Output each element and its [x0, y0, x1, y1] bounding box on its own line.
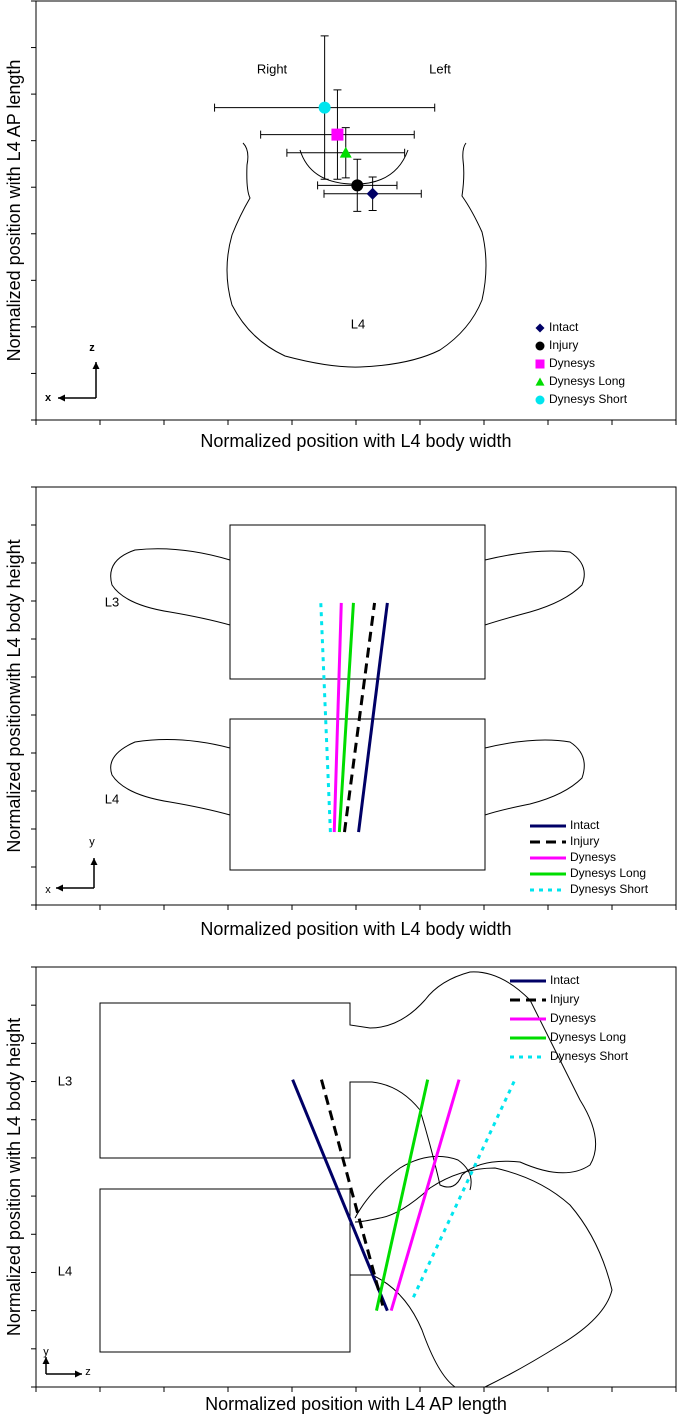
facet-outline — [354, 1155, 472, 1219]
point — [351, 179, 364, 192]
point — [318, 101, 331, 114]
y-axis-title: Normalized position with L4 AP length — [4, 60, 24, 362]
series-line — [337, 602, 355, 833]
legend-label: Dynesys Long — [570, 866, 646, 880]
legend-label: Dynesys Short — [570, 882, 649, 896]
annotation: L4 — [351, 316, 365, 331]
axis-indicator — [58, 362, 97, 399]
legend-label: Dynesys Short — [549, 392, 628, 406]
legend-label: Injury — [549, 338, 578, 352]
point — [339, 146, 352, 158]
annotation: z — [85, 1366, 91, 1378]
legend-label: Dynesys — [570, 850, 616, 864]
annotation: z — [89, 342, 95, 354]
vertebra-outline — [99, 1167, 613, 1388]
x-axis-title: Normalized position with L4 AP length — [205, 1394, 507, 1414]
axis-arrow — [58, 394, 65, 402]
x-axis-title: Normalized position with L4 body width — [200, 919, 511, 939]
axis-arrow — [75, 1370, 82, 1378]
legend-label: Injury — [570, 834, 599, 848]
annotation: x — [45, 392, 52, 404]
legend-swatch — [535, 323, 545, 333]
legend-label: Dynesys — [550, 1011, 596, 1025]
series-line — [375, 1079, 430, 1311]
annotation: L4 — [105, 791, 119, 806]
point — [331, 128, 344, 141]
series-line — [342, 602, 377, 833]
legend-label: Dynesys Short — [550, 1049, 629, 1063]
legend-label: Injury — [550, 992, 579, 1006]
vertebra-outline — [226, 142, 487, 368]
annotation: L4 — [58, 1263, 72, 1278]
annotation: Left — [429, 61, 451, 76]
legend-swatch — [535, 359, 545, 369]
vertebra-outline — [110, 524, 585, 680]
series-line — [291, 1079, 389, 1312]
legend-swatch — [535, 395, 545, 405]
axis-arrow — [42, 1357, 50, 1364]
legend-swatch — [535, 377, 545, 386]
axis-arrow — [90, 858, 98, 865]
vertebra-outline — [110, 718, 585, 871]
annotation: Right — [257, 61, 288, 76]
series-line — [319, 1079, 386, 1312]
axis-indicator — [56, 858, 95, 889]
series-line — [319, 602, 332, 833]
annotation: y — [89, 836, 95, 848]
legend-label: Dynesys Long — [550, 1030, 626, 1044]
canal-outline — [299, 149, 409, 185]
series-line — [389, 1079, 461, 1312]
axis-arrow — [92, 362, 100, 369]
y-axis-title: Normalized positionwith L4 body height — [4, 539, 24, 852]
legend-label: Intact — [570, 818, 600, 832]
x-axis-title: Normalized position with L4 body width — [200, 431, 511, 451]
point — [366, 187, 379, 200]
vertebra-outline — [99, 971, 597, 1188]
legend-swatch — [535, 341, 545, 351]
series-line — [357, 602, 389, 833]
legend-label: Dynesys — [549, 356, 595, 370]
series-line — [332, 602, 343, 833]
legend-label: Dynesys Long — [549, 374, 625, 388]
annotation: y — [43, 1346, 49, 1358]
axis-arrow — [56, 884, 63, 892]
annotation: x — [45, 884, 51, 896]
outlines — [99, 142, 613, 1388]
annotation: L3 — [58, 1073, 72, 1088]
series-line — [410, 1080, 516, 1301]
y-axis-title: Normalized position with L4 body height — [4, 1018, 24, 1336]
annotation: L3 — [105, 594, 119, 609]
legend-label: Intact — [549, 320, 579, 334]
legend-label: Intact — [550, 973, 580, 987]
